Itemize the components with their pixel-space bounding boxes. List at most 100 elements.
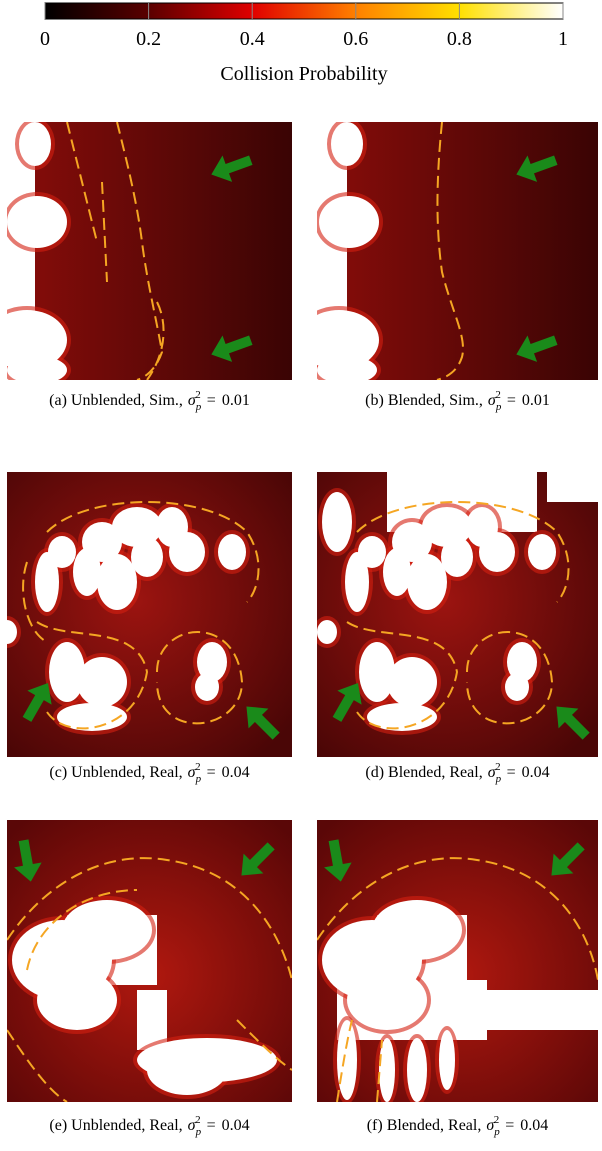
obstacle [441,537,473,577]
colorbar [44,2,564,20]
sigma-symbol: σ [188,1117,197,1134]
sigma-symbol: σ [488,392,497,409]
obstacle [383,548,411,596]
obstacle [62,900,152,960]
obstacle [57,703,127,731]
obstacle [367,703,437,731]
obstacle [197,642,227,682]
caption-text: (a) Unblended, Sim., [49,392,183,409]
contour-line [376,1039,383,1102]
variance-value: 0.04 [222,764,250,781]
obstacle [547,472,598,502]
obstacle [317,310,379,370]
caption-text: (b) Blended, Sim., [365,392,483,409]
direction-arrow [22,682,52,722]
direction-arrow [556,706,590,740]
panel-caption: (e) Unblended, Real, σp2 = 0.04 [49,1114,249,1138]
relation: = [207,392,216,409]
heatmap-panel [317,472,598,757]
direction-arrow [516,335,558,362]
obstacle [49,642,85,702]
contour-line [336,1019,353,1102]
contour-line [317,857,598,981]
obstacle [147,1045,227,1095]
obstacle [422,507,472,547]
relation: = [507,764,516,781]
heatmap-panel [317,122,598,380]
contour-line [66,122,108,283]
sigma-symbol: σ [188,392,197,409]
direction-arrow [246,706,280,740]
heatmap-panel [317,820,598,1102]
direction-arrow [14,839,42,882]
panel-caption: (d) Blended, Real, σp2 = 0.04 [365,761,549,785]
colorbar-tick-label: 0 [40,28,50,50]
obstacle [7,310,67,370]
obstacle [317,620,337,644]
relation: = [207,764,216,781]
caption-text: (c) Unblended, Real, [49,764,182,781]
contour-line [146,301,165,380]
relation: = [505,1117,514,1134]
obstacle [73,548,101,596]
heatmap-panel [7,472,292,757]
sigma-superscript: 2 [195,389,201,401]
obstacle [505,673,529,701]
sigma-superscript: 2 [495,389,501,401]
sigma-subscript: p [495,773,502,785]
obstacle [407,1038,427,1102]
direction-arrow [332,682,362,722]
caption-text: (d) Blended, Real, [365,764,482,781]
sigma-subscript: p [195,773,202,785]
sigma-superscript: 2 [195,761,201,773]
contour-line [466,631,554,725]
obstacle [387,657,437,707]
contour-line [436,122,464,380]
obstacle [479,532,515,572]
heatmap-panel [7,820,292,1102]
obstacle [407,554,447,610]
obstacle [19,122,51,166]
obstacle [322,492,352,552]
obstacle [345,552,369,612]
obstacle [77,657,127,707]
obstacle [112,507,162,547]
obstacle [337,1020,357,1100]
obstacle [331,122,363,166]
sigma-subscript: p [493,1126,500,1138]
obstacle [7,196,67,248]
obstacle [467,990,598,1030]
sigma-superscript: 2 [195,1114,201,1126]
colorbar-label: Collision Probability [220,63,387,85]
obstacle [169,532,205,572]
contour-line [7,857,292,981]
colorbar-tick-label: 0.2 [136,28,161,50]
colorbar-tick-label: 0.8 [447,28,472,50]
obstacle [97,554,137,610]
contour-line [236,1019,292,1071]
obstacle [131,537,163,577]
sigma-symbol: σ [488,764,497,781]
sigma-subscript: p [495,401,502,413]
contour-line [36,501,260,730]
sigma-superscript: 2 [494,1114,500,1126]
sigma-symbol: σ [188,764,197,781]
colorbar-tick-label: 1 [558,28,568,50]
obstacle [528,534,556,570]
direction-arrow [551,842,585,876]
obstacle [317,356,377,380]
obstacle [319,196,379,248]
obstacle [218,534,246,570]
contour-line [156,631,244,725]
variance-value: 0.04 [522,764,550,781]
obstacle [372,900,462,960]
relation: = [207,1117,216,1134]
direction-arrow [516,155,558,182]
obstacle [7,620,17,644]
obstacle [35,552,59,612]
sigma-subscript: p [195,1126,202,1138]
obstacle [347,970,427,1030]
contour-line [26,889,138,971]
